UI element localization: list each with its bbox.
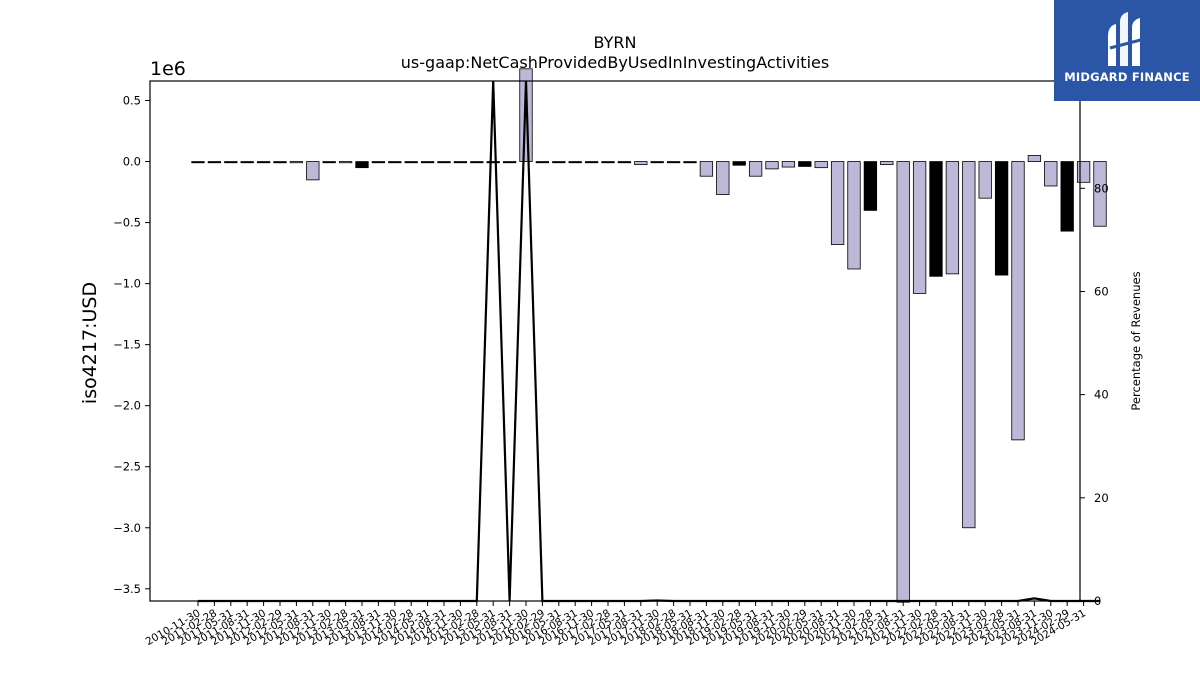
y-tick-label: −0.5	[113, 216, 141, 230]
bar	[552, 161, 566, 164]
bar	[371, 161, 386, 164]
bar	[1076, 161, 1091, 183]
y-tick-label: −1.0	[113, 277, 141, 291]
bar	[1044, 161, 1058, 187]
y-ticks: 0.5 0.0 −0.5 −1.0 −1.5 −2.0 −2.5 −3.0 −3.5	[113, 94, 150, 596]
y-tick-label: −2.5	[113, 460, 141, 474]
y2-axis-label: Percentage of Revenues	[1129, 271, 1143, 410]
bar	[912, 161, 927, 294]
bar	[535, 161, 550, 164]
bar	[830, 161, 845, 245]
bar	[617, 161, 632, 164]
bar	[994, 161, 1009, 276]
bar	[306, 161, 320, 181]
y2-tick-label: 0	[1094, 594, 1101, 608]
bar	[814, 161, 828, 169]
bar	[404, 161, 418, 164]
bar	[240, 161, 254, 164]
y-tick-label: 0.5	[123, 94, 141, 108]
chart-title: BYRN	[594, 33, 637, 52]
midgard-logo-icon	[1108, 12, 1149, 66]
bar	[420, 161, 435, 164]
bar	[798, 161, 812, 167]
y-tick-label: −2.0	[113, 399, 141, 413]
x-ticks: 2010-11-302011-02-282011-05-312011-08-31…	[144, 601, 1088, 648]
y2-tick-label: 40	[1094, 388, 1109, 402]
bar	[1093, 161, 1107, 227]
bar	[650, 161, 664, 164]
bar	[880, 161, 894, 166]
bar	[1060, 161, 1074, 232]
bar	[207, 161, 222, 164]
chart-subtitle: us-gaap:NetCashProvidedByUsedInInvesting…	[401, 53, 829, 72]
bar	[716, 161, 730, 195]
y-axis-label: iso4217:USD	[79, 282, 101, 404]
y2-tick-label: 20	[1094, 491, 1109, 505]
y-tick-label: −3.5	[113, 582, 141, 596]
plot-frame	[149, 80, 1081, 602]
bar	[289, 161, 304, 164]
bar	[584, 161, 599, 164]
bar	[699, 161, 714, 177]
y-tick-label: 0.0	[123, 155, 141, 169]
bar	[765, 161, 779, 170]
brand-name: MIDGARD FINANCE	[1064, 70, 1190, 84]
bar	[748, 161, 763, 177]
bar	[1011, 161, 1025, 441]
y-tick-label: −3.0	[113, 521, 141, 535]
y2-ticks: 0 20 40 60 80	[1080, 181, 1109, 608]
bar	[191, 161, 205, 164]
bar	[978, 161, 992, 199]
bar	[256, 161, 271, 164]
bar	[634, 161, 648, 166]
bar	[732, 161, 746, 166]
bar	[683, 161, 697, 164]
bar	[847, 161, 861, 270]
bar	[863, 161, 878, 211]
bar	[666, 161, 681, 164]
bar	[273, 161, 287, 164]
bar	[781, 161, 796, 168]
bar	[224, 161, 238, 164]
bar	[896, 161, 910, 603]
bar	[568, 161, 582, 164]
bar	[338, 161, 353, 164]
y-offset-label: 1e6	[150, 58, 186, 80]
bar	[945, 161, 960, 275]
bar	[388, 161, 402, 164]
bar	[453, 161, 468, 164]
brand-logo: MIDGARD FINANCE	[1054, 0, 1200, 101]
bar	[322, 161, 336, 164]
bar	[486, 161, 500, 164]
bar	[929, 161, 943, 277]
y-tick-label: −1.5	[113, 338, 141, 352]
bar	[470, 161, 484, 164]
y2-tick-label: 80	[1094, 181, 1109, 195]
bar	[355, 161, 369, 169]
bars-layer	[191, 68, 1107, 603]
y2-tick-label: 60	[1094, 284, 1109, 298]
bar	[502, 161, 517, 164]
bar	[1027, 155, 1042, 162]
bar	[962, 161, 976, 529]
bar	[437, 161, 451, 164]
bar	[601, 161, 615, 164]
